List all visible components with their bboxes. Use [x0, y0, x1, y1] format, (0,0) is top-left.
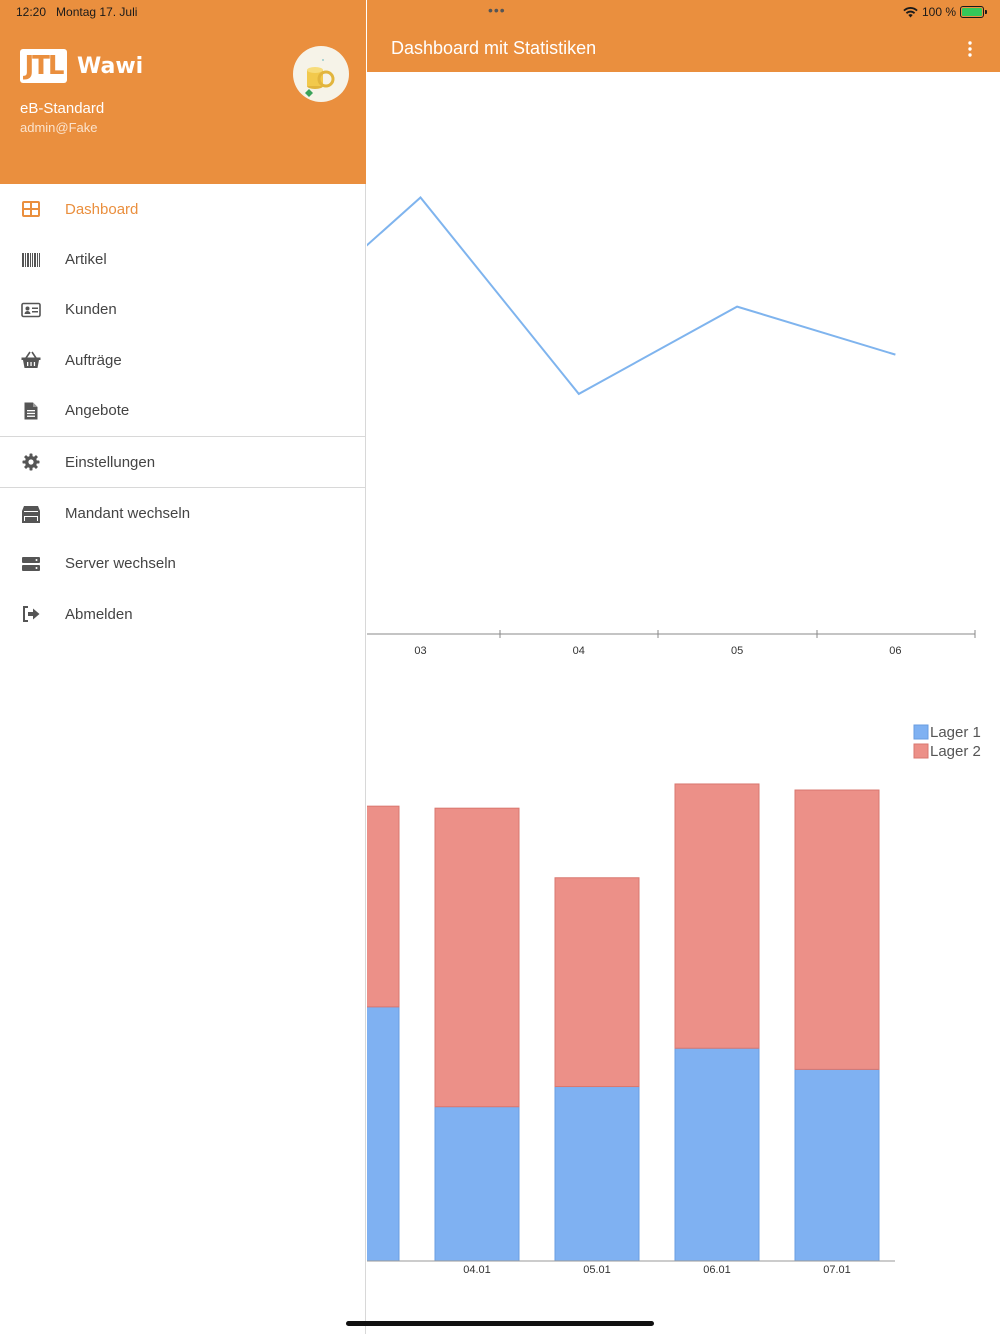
bar-lager-1 — [794, 1068, 880, 1262]
sidebar-item-einstellungen[interactable]: Einstellungen — [0, 437, 366, 487]
page-title: Dashboard mit Statistiken — [391, 38, 597, 58]
x-tick-label: 06 — [889, 645, 901, 657]
contact-card-icon — [20, 299, 42, 321]
sidebar-item-angebote[interactable]: Angebote — [0, 386, 366, 436]
x-tick-label: 04.01 — [463, 1264, 491, 1276]
status-date: Montag 17. Juli — [56, 5, 138, 19]
battery-charging-icon — [960, 6, 987, 18]
menu-divider — [0, 487, 366, 489]
home-indicator[interactable] — [346, 1321, 654, 1326]
sidebar-item-auftraege[interactable]: Aufträge — [0, 335, 366, 385]
x-tick-label: 05.01 — [583, 1264, 611, 1276]
x-tick-label: 07.01 — [823, 1264, 851, 1276]
wifi-icon — [903, 6, 918, 17]
battery-percent: 100 % — [921, 5, 956, 19]
gear-icon — [20, 451, 42, 473]
x-tick-label: 03 — [414, 645, 426, 657]
sidebar-menu: Dashboard Artikel Kunden Aufträge Angebo… — [0, 184, 366, 640]
sidebar-item-label: Mandant wechseln — [65, 505, 191, 523]
bar-lager-2 — [674, 783, 760, 1049]
bar-lager-2 — [554, 877, 640, 1088]
status-bar: 12:20 Montag 17. Juli ••• 100 % — [0, 0, 1000, 24]
sidebar-item-abmelden[interactable]: Abmelden — [0, 589, 366, 639]
status-time: 12:20 Montag 17. Juli — [16, 5, 138, 19]
server-icon — [20, 553, 42, 575]
sidebar-header: JTL Wawi eB-Standard admin@Fake — [0, 0, 366, 184]
legend-label: Lager 2 — [930, 743, 981, 760]
x-tick-label: 06.01 — [703, 1264, 731, 1276]
sidebar-item-kunden[interactable]: Kunden — [0, 285, 366, 335]
sidebar-item-label: Server wechseln — [65, 555, 176, 573]
dashboard-icon — [20, 198, 42, 220]
logo-text: Wawi — [77, 53, 144, 79]
legend-swatch — [913, 743, 929, 759]
mandant-name: eB-Standard — [20, 100, 105, 117]
sidebar-item-mandant-wechseln[interactable]: Mandant wechseln — [0, 488, 366, 538]
multitasking-dots-icon[interactable]: ••• — [488, 2, 506, 18]
barcode-icon — [20, 249, 42, 271]
x-tick-label: 05 — [731, 645, 743, 657]
sidebar-item-label: Einstellungen — [65, 453, 156, 471]
bar-lager-1 — [674, 1047, 760, 1262]
line-series — [367, 196, 896, 396]
sidebar-item-label: Dashboard — [65, 200, 139, 218]
legend-label: Lager 1 — [930, 724, 981, 741]
app-bar: Dashboard mit Statistiken — [367, 0, 1000, 72]
bar-lager-2 — [434, 807, 520, 1108]
sidebar-item-label: Angebote — [65, 402, 130, 420]
sidebar-item-label: Kunden — [65, 301, 117, 319]
sidebar: JTL Wawi eB-Standard admin@Fake Dashboar… — [0, 0, 366, 1334]
sidebar-item-label: Abmelden — [65, 605, 133, 623]
sidebar-item-label: Artikel — [65, 251, 107, 269]
x-tick-label: 04 — [573, 645, 585, 657]
sidebar-item-dashboard[interactable]: Dashboard — [0, 184, 366, 234]
logo-mark: JTL — [20, 49, 67, 83]
basket-icon — [20, 349, 42, 371]
menu-divider — [0, 435, 366, 437]
bar-lager-2 — [367, 805, 400, 1008]
bar-lager-2 — [794, 789, 880, 1070]
store-icon — [20, 503, 42, 525]
logout-icon — [20, 603, 42, 625]
user-email: admin@Fake — [20, 120, 98, 135]
coins-icon — [305, 59, 335, 97]
sidebar-item-server-wechseln[interactable]: Server wechseln — [0, 539, 366, 589]
sidebar-item-artikel[interactable]: Artikel — [0, 234, 366, 284]
bar-lager-1 — [434, 1106, 520, 1262]
bar-lager-1 — [554, 1086, 640, 1262]
app-logo: JTL Wawi — [20, 49, 143, 83]
legend-swatch — [913, 724, 929, 740]
bar-lager-1 — [367, 1006, 400, 1262]
more-vertical-icon[interactable] — [966, 40, 974, 58]
avatar[interactable] — [293, 46, 349, 102]
document-icon — [20, 400, 42, 422]
sidebar-item-label: Aufträge — [65, 351, 122, 369]
